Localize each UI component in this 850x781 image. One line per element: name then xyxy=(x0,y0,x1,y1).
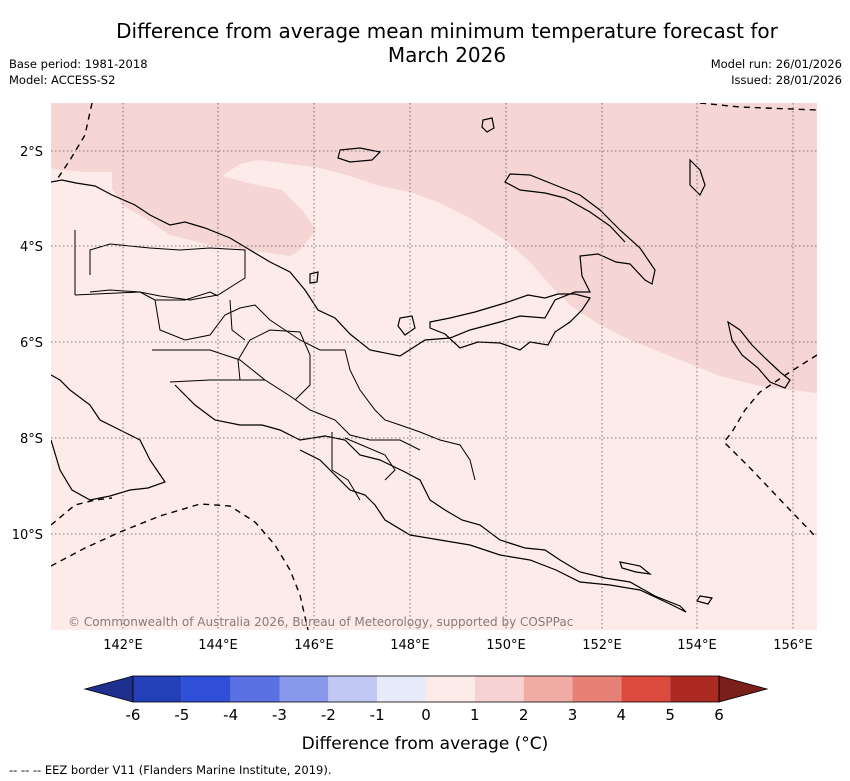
lat-label: 8°S xyxy=(20,432,43,447)
province-borders xyxy=(74,230,476,501)
base-period: Base period: 1981-2018 xyxy=(9,57,148,71)
anomaly-1-to-2-region xyxy=(51,103,817,393)
lat-label: 6°S xyxy=(20,336,43,351)
lon-label: 146°E xyxy=(294,638,334,653)
colorbar-segment xyxy=(181,676,231,702)
meta-left: Base period: 1981-2018 Model: ACCESS-S2 xyxy=(9,56,148,88)
colorbar-extension-high xyxy=(718,675,769,703)
colorbar-segment xyxy=(572,676,622,702)
lat-label: 4°S xyxy=(20,240,43,255)
model-run: Model run: 26/01/2026 xyxy=(710,57,842,71)
lat-label: 10°S xyxy=(12,528,43,543)
colorbar-tick-label: -6 xyxy=(126,706,141,724)
lon-label: 154°E xyxy=(677,638,717,653)
model-name: Model: ACCESS-S2 xyxy=(9,73,116,87)
colorbar-segment xyxy=(523,676,573,702)
title-line-1: Difference from average mean minimum tem… xyxy=(116,19,778,43)
colorbar-segment xyxy=(279,676,329,702)
meta-right: Model run: 26/01/2026 Issued: 28/01/2026 xyxy=(711,56,842,88)
colorbar-tick-label: 3 xyxy=(568,706,578,724)
colorbar-tick-label: -5 xyxy=(174,706,189,724)
colorbar-title: Difference from average (°C) xyxy=(302,734,549,754)
colorbar-tick-label: 5 xyxy=(665,706,675,724)
colorbar-segment xyxy=(426,676,475,702)
colorbar-tick-label: -1 xyxy=(370,706,385,724)
colorbar-extension-low xyxy=(83,675,134,703)
lon-label: 144°E xyxy=(198,638,238,653)
lat-label: 2°S xyxy=(20,145,43,160)
colorbar-segment xyxy=(328,676,378,702)
lon-label: 152°E xyxy=(582,638,622,653)
colorbar-tick-label: 6 xyxy=(714,706,724,724)
latitude-labels: 2°S 4°S 6°S 8°S 10°S xyxy=(12,145,43,543)
colorbar-frame xyxy=(132,675,720,703)
colorbar-tick-label: 1 xyxy=(470,706,480,724)
colorbar-segment xyxy=(621,676,671,702)
title-line-2: March 2026 xyxy=(387,43,507,67)
colorbar-segment xyxy=(474,676,524,702)
colorbar-segment xyxy=(230,676,280,702)
colorbar-segment xyxy=(133,676,182,702)
colorbar-tick-label: -4 xyxy=(223,706,238,724)
issued-date: Issued: 28/01/2026 xyxy=(731,73,842,87)
map-area: © Commonwealth of Australia 2026, Bureau… xyxy=(51,103,817,630)
copyright-text: © Commonwealth of Australia 2026, Bureau… xyxy=(68,615,573,629)
map-title: Difference from average mean minimum tem… xyxy=(60,19,834,67)
lon-label: 156°E xyxy=(773,638,813,653)
colorbar-segment xyxy=(670,676,719,702)
colorbar-tick-label: -2 xyxy=(321,706,336,724)
eez-legend-note: -- -- -- EEZ border V11 (Flanders Marine… xyxy=(9,763,332,777)
lon-label: 142°E xyxy=(103,638,143,653)
longitude-labels: 142°E 144°E 146°E 148°E 150°E 152°E 154°… xyxy=(103,638,813,653)
colorbar-tick-label: 0 xyxy=(421,706,431,724)
colorbar: -6 -5 -4 -3 -2 -1 0 1 2 3 4 5 6 xyxy=(83,675,769,724)
colorbar-tick-label: 4 xyxy=(617,706,627,724)
lon-label: 148°E xyxy=(390,638,430,653)
colorbar-tick-label: 2 xyxy=(519,706,529,724)
colorbar-tick-label: -3 xyxy=(272,706,287,724)
lon-label: 150°E xyxy=(486,638,526,653)
colorbar-segment xyxy=(377,676,426,702)
eez-borders xyxy=(51,103,817,630)
